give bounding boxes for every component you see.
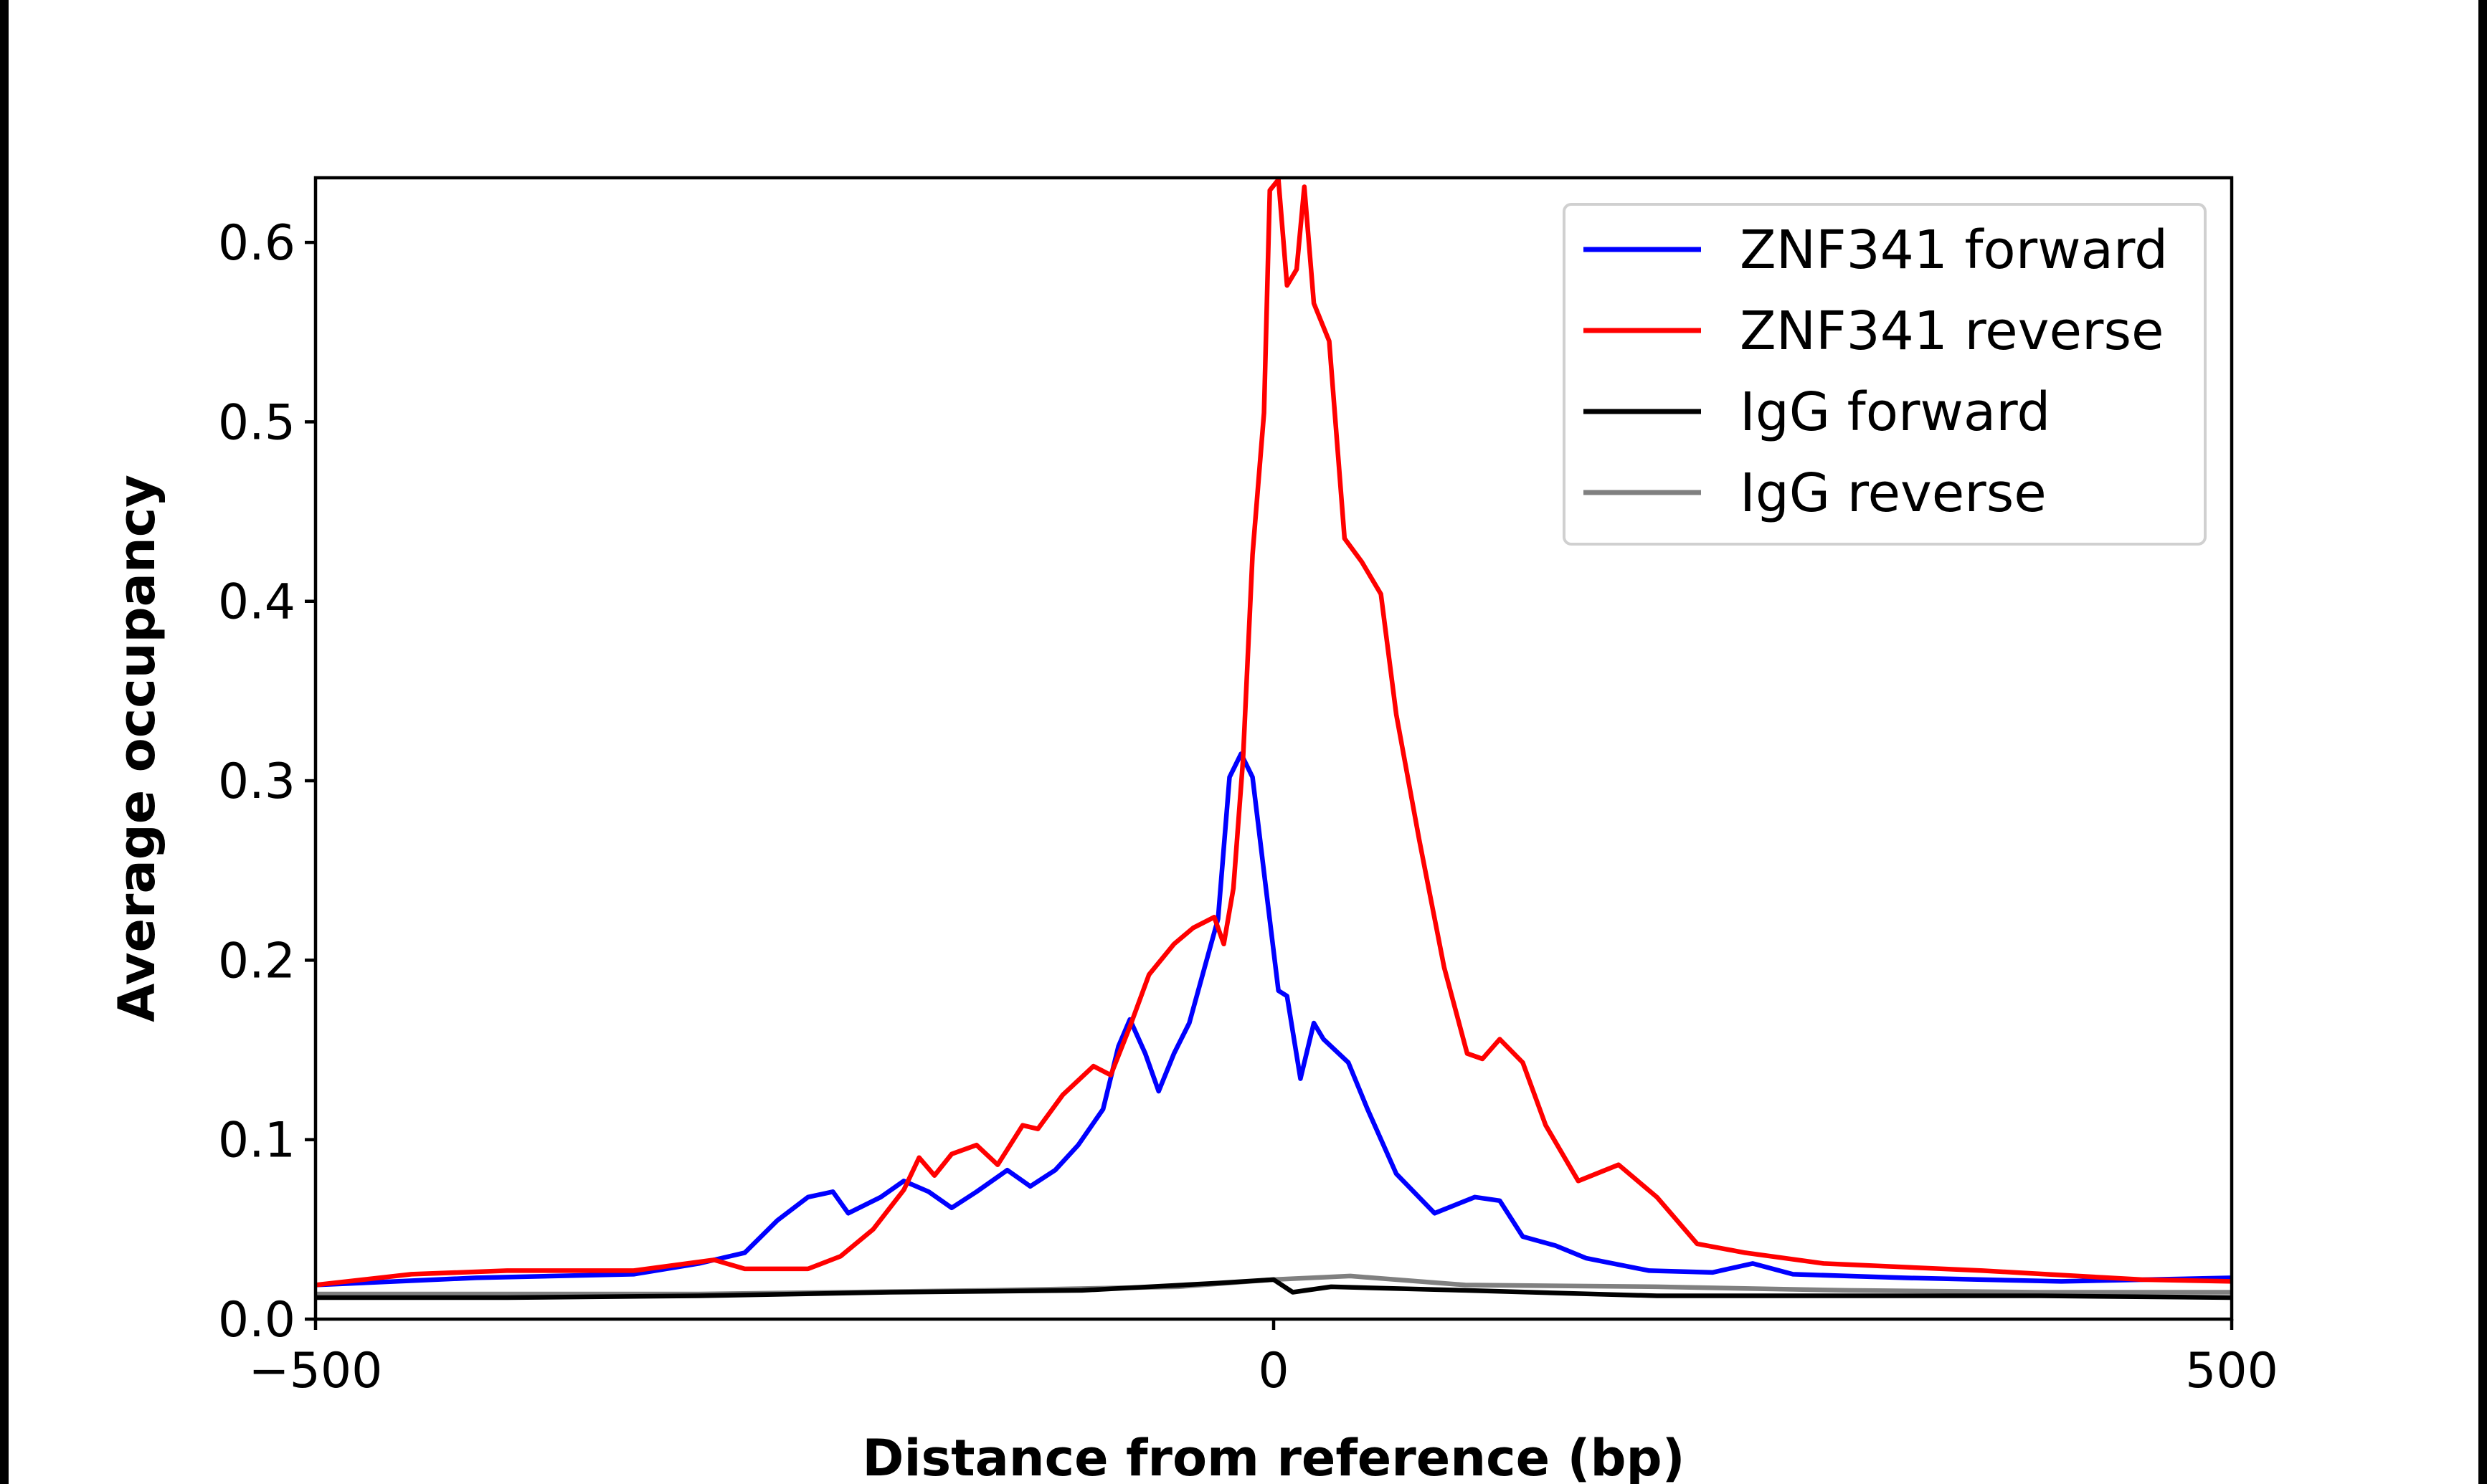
legend-label: IgG reverse bbox=[1740, 462, 2047, 524]
legend-label: ZNF341 reverse bbox=[1740, 300, 2164, 362]
y-tick-label: 0.6 bbox=[218, 215, 295, 272]
y-tick-label: 0.3 bbox=[218, 753, 295, 810]
x-tick-label: 0 bbox=[1258, 1343, 1289, 1399]
legend-label: ZNF341 forward bbox=[1740, 219, 2168, 281]
y-tick-label: 0.0 bbox=[218, 1292, 295, 1349]
y-tick-label: 0.2 bbox=[218, 933, 295, 989]
series-layer bbox=[316, 178, 2232, 1300]
legend-label: IgG forward bbox=[1740, 381, 2050, 443]
y-axis-label: Average occupancy bbox=[108, 475, 166, 1022]
x-tick-label: −500 bbox=[249, 1343, 383, 1399]
right-edge-bar bbox=[2478, 0, 2487, 1484]
y-tick-label: 0.4 bbox=[218, 574, 295, 631]
legend: ZNF341 forward ZNF341 reverse IgG forward I… bbox=[1563, 203, 2207, 546]
left-edge-bar bbox=[0, 0, 9, 1484]
y-tick-label: 0.1 bbox=[218, 1113, 295, 1169]
ticks-layer: 0.0 0.1 0.2 0.3 0.4 0.5 0.6 −500 0 500 bbox=[218, 215, 2278, 1399]
series-line-igg-forward bbox=[316, 1277, 2232, 1300]
series-line-znf341-reverse bbox=[316, 178, 2232, 1288]
series-line-znf341-forward bbox=[316, 751, 2232, 1288]
x-tick-label: 500 bbox=[2185, 1343, 2278, 1399]
x-axis-label: Distance from reference (bp) bbox=[862, 1429, 1685, 1484]
legend-box bbox=[1563, 203, 2207, 546]
y-tick-label: 0.5 bbox=[218, 394, 295, 451]
